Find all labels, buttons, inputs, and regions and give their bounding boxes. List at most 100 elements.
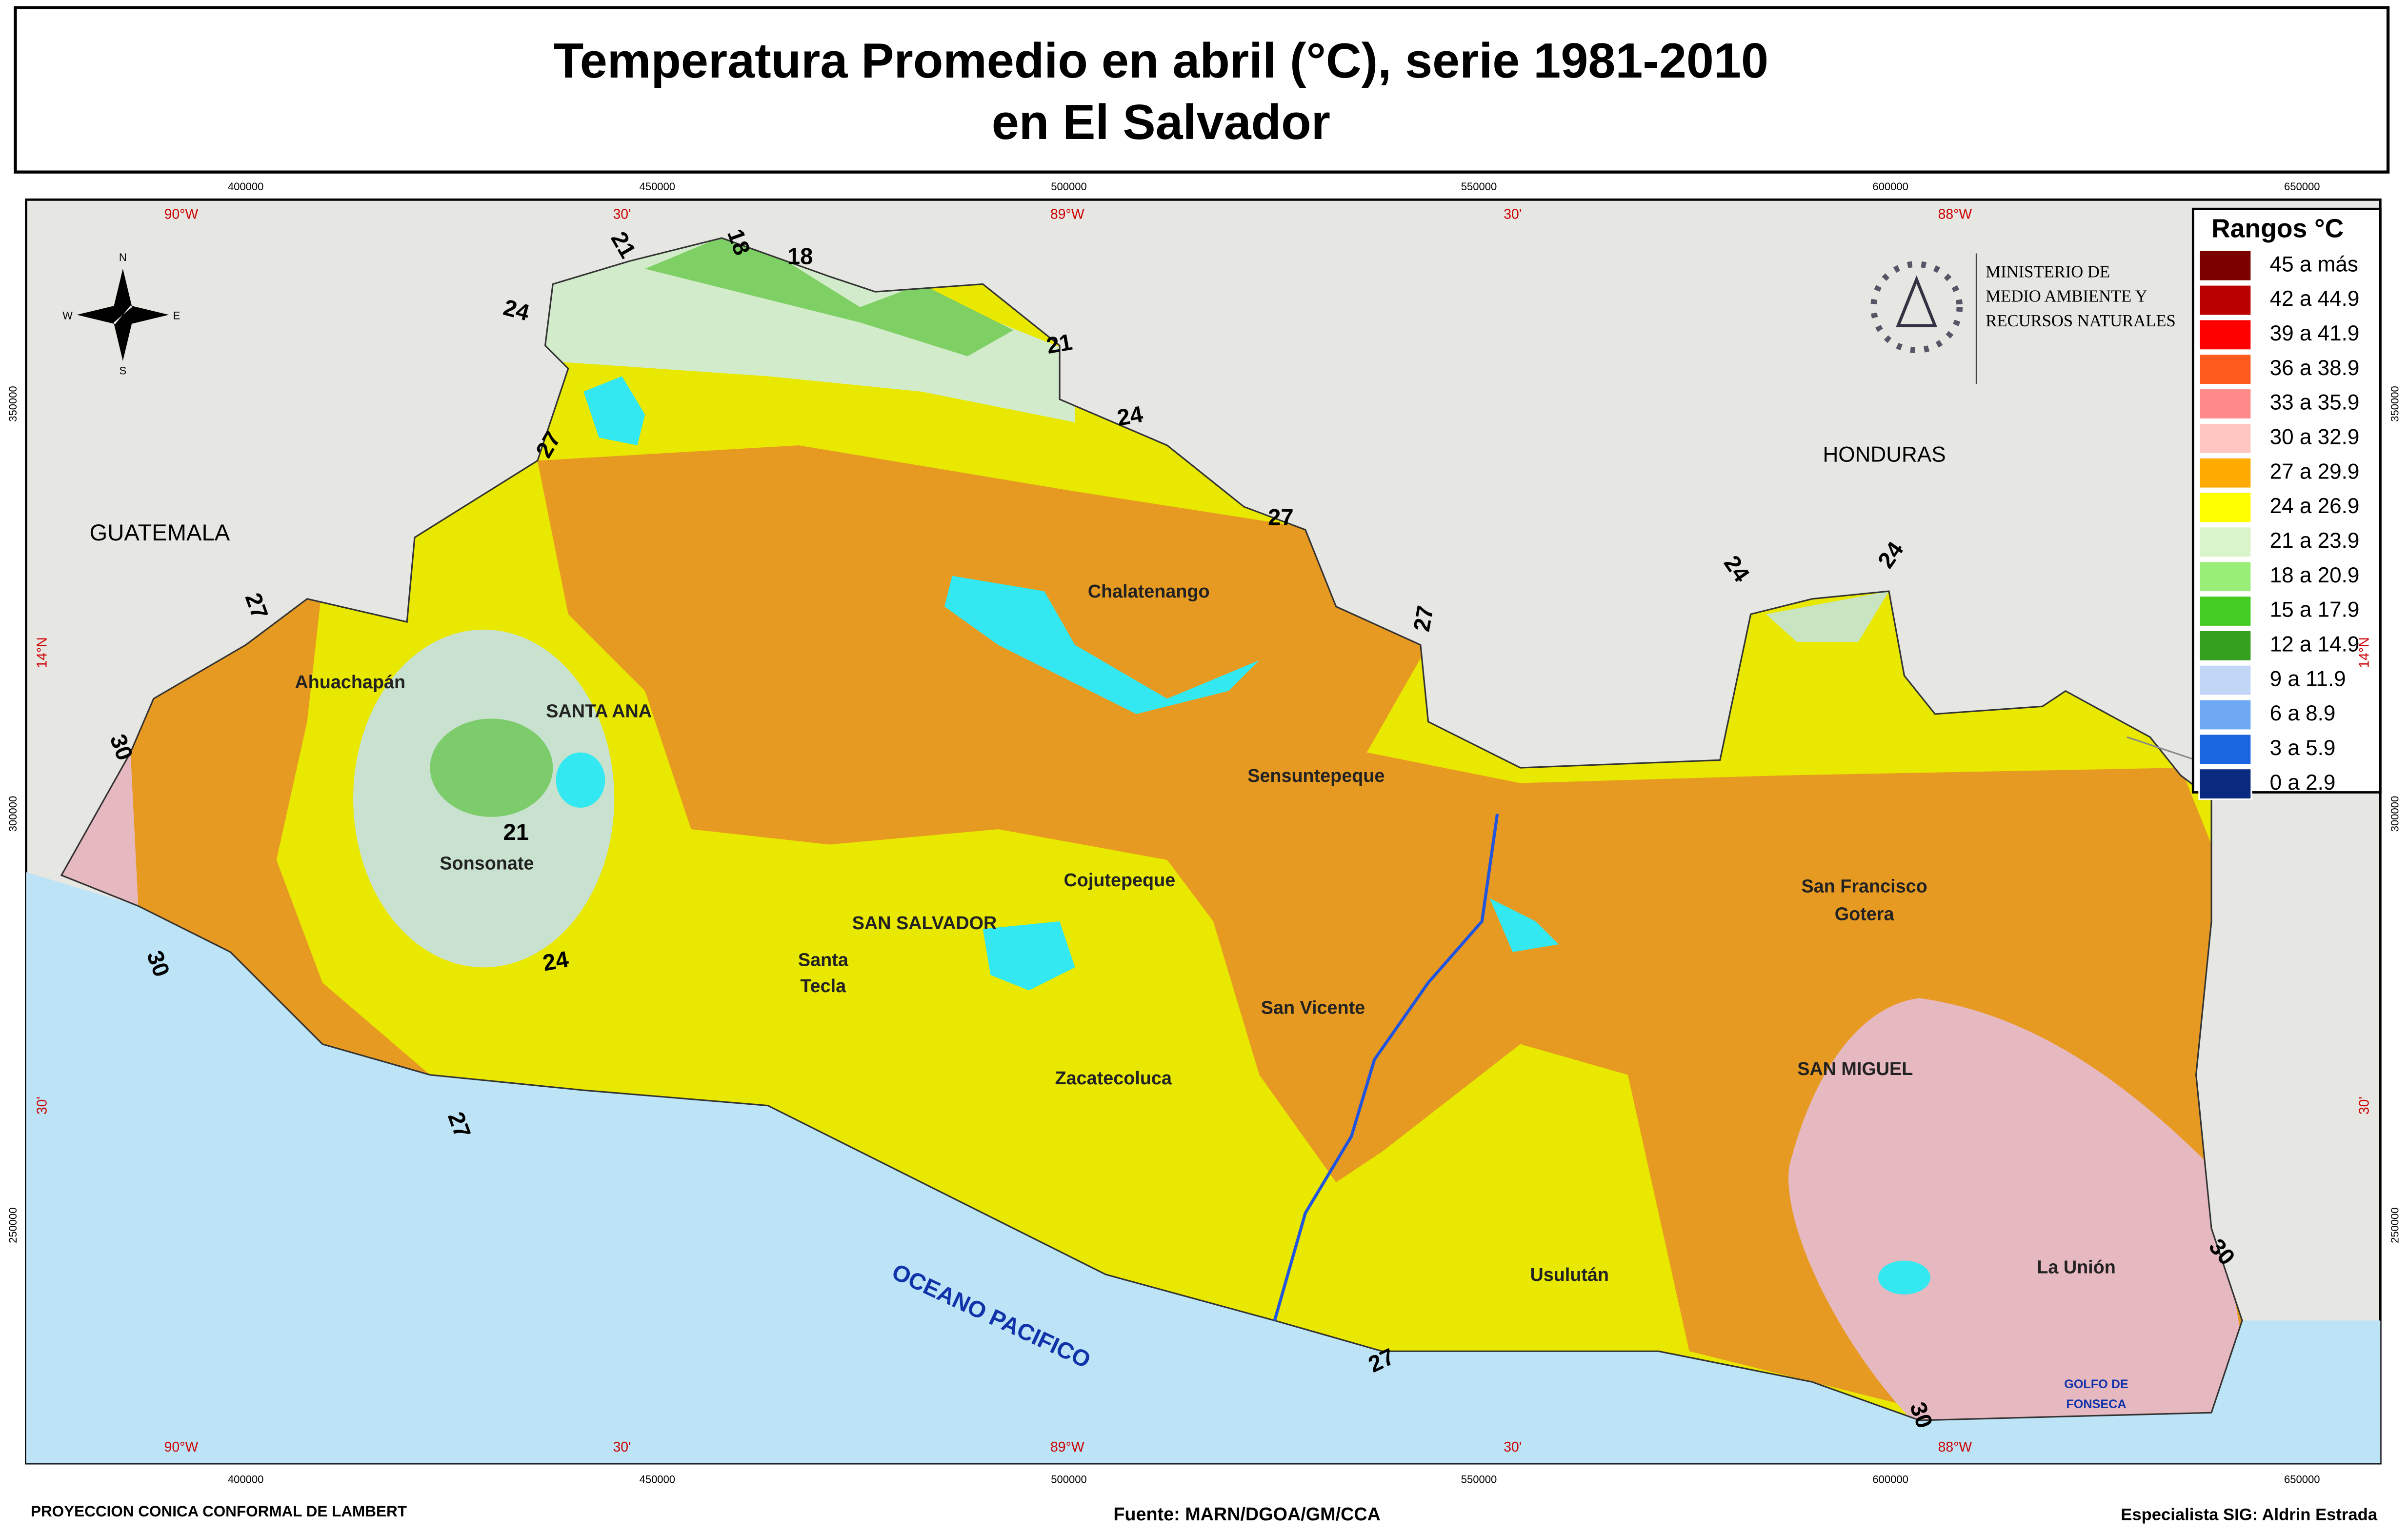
title-line: en El Salvador <box>992 95 1330 150</box>
city-label: Sensuntepeque <box>1247 766 1385 786</box>
latitude-label: 14°N <box>35 637 50 668</box>
zone-18-north <box>645 238 1014 357</box>
legend-label: 9 a 11.9 <box>2270 667 2346 691</box>
easting-label: 550000 <box>1461 1474 1497 1486</box>
legend-label: 21 a 23.9 <box>2270 529 2360 553</box>
compass-letter: S <box>119 365 126 377</box>
northing-label: 300000 <box>2389 796 2401 832</box>
easting-label: 650000 <box>2284 1474 2320 1486</box>
legend-title: Rangos °C <box>2211 214 2344 243</box>
city-label: Chalatenango <box>1088 581 1210 602</box>
projection: PROYECCION CONICA CONFORMAL DE LAMBERT <box>31 1503 407 1520</box>
compass-letter: W <box>62 309 73 321</box>
latitude-label: 30' <box>2356 1096 2372 1115</box>
compass-letter: E <box>173 309 181 321</box>
legend-label: 36 a 38.9 <box>2270 356 2360 380</box>
city-label: SAN SALVADOR <box>852 913 997 934</box>
northing-label: 350000 <box>2389 386 2401 421</box>
legend-swatch <box>2198 768 2252 800</box>
longitude-label: 30' <box>613 206 631 222</box>
legend-swatch <box>2198 457 2252 489</box>
legend-swatch <box>2198 698 2252 731</box>
city-label: La Unión <box>2037 1257 2116 1277</box>
region-label: GOLFO DE <box>2064 1377 2128 1391</box>
northing-label: 250000 <box>2389 1207 2401 1243</box>
legend-swatch <box>2198 664 2252 697</box>
isotherm-label: 21 <box>1044 329 1074 359</box>
isotherm-label: 21 <box>503 819 529 845</box>
legend-swatch <box>2198 629 2252 662</box>
legend-label: 15 a 17.9 <box>2270 598 2360 622</box>
legend-label: 3 a 5.9 <box>2270 736 2336 760</box>
author: Especialista SIG: Aldrin Estrada <box>2121 1505 2377 1524</box>
legend-swatch <box>2198 491 2252 524</box>
latitude-label: 30' <box>35 1096 50 1115</box>
legend-label: 42 a 44.9 <box>2270 287 2360 311</box>
city-label: Gotera <box>1835 904 1895 924</box>
northing-label: 350000 <box>7 386 19 421</box>
easting-label: 500000 <box>1051 180 1086 193</box>
longitude-label: 89°W <box>1050 1439 1084 1455</box>
easting-label: 600000 <box>1872 1474 1908 1486</box>
lake-reservoir <box>1489 898 1559 952</box>
easting-label: 500000 <box>1051 1474 1086 1486</box>
city-label: Sonsonate <box>440 853 534 874</box>
easting-label: 450000 <box>640 1474 675 1486</box>
longitude-label: 30' <box>1504 1439 1522 1455</box>
longitude-label: 88°W <box>1938 1439 1972 1455</box>
ministry-name: RECURSOS NATURALES <box>1986 312 2175 330</box>
easting-label: 550000 <box>1461 180 1497 193</box>
longitude-label: 30' <box>1504 206 1522 222</box>
city-label: Cojutepeque <box>1064 870 1176 891</box>
isotherm-label: 18 <box>787 243 813 269</box>
lake-cerron-grande <box>944 576 1260 714</box>
legend-label: 18 a 20.9 <box>2270 563 2360 587</box>
legend-label: 39 a 41.9 <box>2270 321 2360 345</box>
legend: 45 a más 42 a 44.9 39 a 41.9 36 a 38.9 33 a … <box>2198 249 2360 800</box>
legend-swatch <box>2198 422 2252 455</box>
city-label: San Vicente <box>1261 997 1365 1018</box>
river-lempa <box>1273 814 1499 1321</box>
title-line: Temperatura Promedio en abril (°C), seri… <box>554 34 1768 88</box>
lake-coatepeque <box>556 752 605 808</box>
northing-label: 250000 <box>7 1207 19 1243</box>
ministry-logo <box>1870 253 1977 384</box>
longitude-label: 88°W <box>1938 206 1972 222</box>
title-box <box>14 6 2390 174</box>
compass-rose <box>77 268 169 361</box>
ministry-name: MEDIO AMBIENTE Y <box>1986 287 2147 306</box>
legend-swatch <box>2198 319 2252 351</box>
lakes <box>556 376 1930 1295</box>
legend-swatch <box>2198 526 2252 558</box>
region-label: FONSECA <box>2066 1397 2126 1411</box>
zone-30-east <box>1788 998 2243 1420</box>
legend-swatch <box>2198 353 2252 386</box>
logo-triangle <box>1896 275 1938 327</box>
legend-label: 33 a 35.9 <box>2270 391 2360 415</box>
legend-label: 24 a 26.9 <box>2270 494 2360 518</box>
ministry-name: MINISTERIO DE <box>1986 262 2110 281</box>
zone-18-west <box>430 718 553 817</box>
ocean <box>26 872 2381 1464</box>
legend-label: 12 a 14.9 <box>2270 632 2360 656</box>
longitude-label: 30' <box>613 1439 631 1455</box>
northing-label: 300000 <box>7 796 19 832</box>
legend-label: 27 a 29.9 <box>2270 459 2360 483</box>
legend-swatch <box>2198 387 2252 420</box>
longitude-label: 90°W <box>164 206 199 222</box>
easting-label: 400000 <box>228 180 263 193</box>
isotherm-label: 24 <box>541 946 571 976</box>
longitude-label: 90°W <box>164 1439 199 1455</box>
region-label: GUATEMALA <box>90 520 230 546</box>
source: Fuente: MARN/DGOA/GM/CCA <box>1113 1504 1381 1525</box>
logo-stars <box>1870 261 1963 354</box>
legend-label: 6 a 8.9 <box>2270 701 2336 725</box>
city-label: SANTA ANA <box>546 701 652 722</box>
city-label: Zacatecoluca <box>1055 1068 1172 1089</box>
legend-swatch <box>2198 595 2252 628</box>
isotherm-label: 27 <box>1268 505 1294 531</box>
longitude-label: 89°W <box>1050 206 1084 222</box>
region-label: HONDURAS <box>1823 443 1946 467</box>
